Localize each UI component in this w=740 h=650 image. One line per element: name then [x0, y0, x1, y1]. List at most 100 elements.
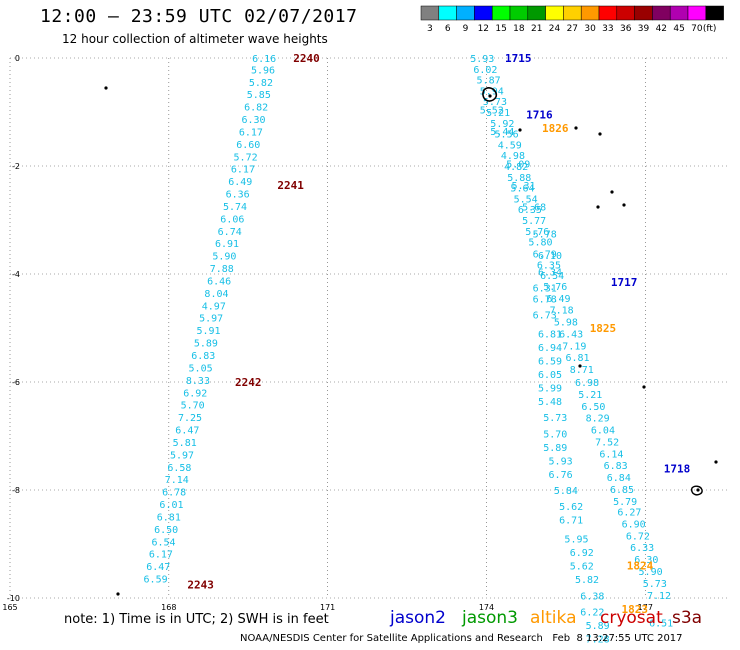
swh-point-cryosat-15: 6.91 — [215, 239, 239, 250]
swh-point-jason2-17: 5.80 — [528, 238, 552, 249]
swh-point-cryosat-7: 6.60 — [236, 140, 260, 151]
track-jason2: 5.936.025.875.945.735.215.925.564.594.98… — [470, 52, 690, 602]
swh-point-altika-18: 5.70 — [543, 429, 567, 440]
swh-point-cryosat-6: 6.17 — [239, 127, 263, 138]
swh-point-altika-4: 5.68 — [522, 203, 546, 214]
legend-unit: (ft) — [703, 24, 717, 34]
swh-point-cryosat-21: 5.97 — [199, 314, 223, 325]
swh-point-jason2-18: 6.79 — [533, 249, 557, 260]
swh-point-jason2-24: 5.98 — [554, 318, 578, 329]
y-tick-label-2: -4 — [12, 270, 20, 279]
swh-point-cryosat-8: 5.72 — [234, 152, 258, 163]
swh-point-cryosat-35: 6.78 — [162, 488, 186, 499]
swh-point-jason2-5: 5.21 — [486, 108, 510, 119]
legend-label-11: 36 — [620, 24, 632, 34]
swh-point-jason2-42: 6.72 — [626, 531, 650, 542]
swh-point-cryosat-25: 5.05 — [189, 363, 213, 374]
swh-point-cryosat-38: 6.50 — [154, 525, 178, 536]
swh-point-jason2-35: 6.14 — [599, 449, 623, 460]
grid — [9, 57, 730, 599]
legend-label-7: 24 — [549, 24, 561, 34]
swh-point-jason2-0: 5.93 — [470, 54, 494, 65]
legend-label-6: 21 — [531, 24, 542, 34]
island-mark-0 — [104, 86, 108, 90]
y-tick-label-4: -8 — [12, 486, 20, 495]
swh-point-cryosat-28: 5.70 — [181, 401, 205, 412]
time-label-jason2-1: 1716 — [526, 109, 553, 122]
swh-point-cryosat-4: 6.82 — [244, 103, 268, 114]
swh-point-jason2-15: 5.77 — [522, 216, 546, 227]
swh-point-cryosat-42: 6.59 — [144, 575, 168, 586]
time-label-jason2-0: 1715 — [505, 52, 532, 65]
satellite-label-jason3: jason3 — [462, 608, 518, 628]
footer-credit: NOAA/NESDIS Center for Satellite Applica… — [240, 633, 683, 644]
swh-point-jason2-44: 6.30 — [634, 555, 658, 566]
swh-point-jason2-21: 5.76 — [543, 282, 567, 293]
time-label-altika-0: 1826 — [542, 122, 569, 135]
swh-point-cryosat-26: 8.33 — [186, 376, 210, 387]
swh-point-cryosat-22: 5.91 — [196, 326, 220, 337]
swh-point-cryosat-19: 8.04 — [204, 289, 228, 300]
swh-point-jason2-1: 6.02 — [473, 65, 497, 76]
swh-point-cryosat-11: 6.36 — [226, 190, 250, 201]
island-mark-6 — [596, 205, 600, 209]
satellite-label-cryosat: cryosat — [600, 608, 663, 628]
satellite-label-s3a: s3a — [672, 608, 703, 628]
island-mark-1 — [488, 94, 492, 98]
swh-point-jason2-40: 6.27 — [617, 508, 641, 519]
legend-label-1: 6 — [445, 24, 451, 34]
swh-point-cryosat-17: 7.88 — [210, 264, 234, 275]
swh-point-cryosat-31: 5.81 — [173, 438, 197, 449]
legend-label-2: 9 — [463, 24, 469, 34]
swh-point-altika-16: 5.48 — [538, 397, 562, 408]
swh-point-cryosat-5: 6.30 — [241, 115, 265, 126]
track-cryosat: 6.165.965.825.856.826.306.176.605.726.17… — [144, 52, 320, 592]
time-label-altika-3: 1823 — [621, 603, 648, 616]
x-tick-label-2: 171 — [320, 603, 335, 612]
swh-point-jason2-9: 4.98 — [501, 151, 525, 162]
swh-point-altika-12: 6.94 — [538, 343, 562, 354]
time-label-cryosat-3: 2243 — [187, 579, 214, 592]
swh-point-altika-7: 6.34 — [538, 267, 562, 278]
y-tick-label-0: 0 — [15, 54, 20, 63]
swh-point-cryosat-34: 7.14 — [165, 475, 189, 486]
swh-point-altika-27: 5.62 — [570, 562, 594, 573]
swh-point-altika-29: 6.38 — [580, 591, 604, 602]
swh-point-altika-5: 5.78 — [533, 230, 557, 241]
swh-point-jason2-20: 6.54 — [540, 271, 564, 282]
swh-point-jason2-11: 5.88 — [507, 173, 531, 184]
island-outline-0 — [482, 87, 498, 102]
swh-point-cryosat-40: 6.17 — [149, 550, 173, 561]
swh-point-jason2-32: 8.29 — [586, 414, 610, 425]
swh-point-jason2-30: 5.21 — [578, 390, 602, 401]
swh-point-jason2-6: 5.92 — [490, 119, 514, 130]
chart-title: 12:00 – 23:59 UTC 02/07/2017 — [40, 6, 358, 27]
time-label-cryosat-2: 2242 — [235, 376, 262, 389]
swh-point-cryosat-33: 6.58 — [167, 463, 191, 474]
swh-point-altika-1: 5.44 — [490, 127, 514, 138]
swh-point-cryosat-0: 6.16 — [252, 54, 276, 65]
swh-point-jason2-46: 5.73 — [643, 579, 667, 590]
swh-point-jason2-25: 6.43 — [559, 329, 583, 340]
legend-label-12: 39 — [638, 24, 650, 34]
swh-point-jason2-43: 6.33 — [630, 543, 654, 554]
swh-point-altika-9: 6.78 — [533, 294, 557, 305]
time-label-jason2-2: 1717 — [611, 276, 638, 289]
swh-point-jason2-16: 5.76 — [525, 227, 549, 238]
swh-point-cryosat-30: 6.47 — [175, 426, 199, 437]
island-marks — [104, 86, 718, 596]
swh-point-jason2-38: 6.85 — [610, 485, 634, 496]
swh-point-altika-19: 5.89 — [543, 443, 567, 454]
swh-point-jason2-10: 4.82 — [504, 162, 528, 173]
y-tick-label-1: -2 — [12, 162, 20, 171]
legend-label-13: 42 — [656, 24, 667, 34]
swh-point-jason2-26: 7.19 — [562, 341, 586, 352]
legend-label-5: 18 — [513, 24, 525, 34]
swh-point-jason2-4: 5.73 — [483, 97, 507, 108]
island-mark-11 — [696, 488, 700, 492]
swh-point-jason2-12: 5.64 — [510, 184, 534, 195]
y-tick-label-3: -6 — [12, 378, 20, 387]
island-mark-10 — [714, 460, 718, 464]
swh-point-jason2-8: 4.59 — [498, 140, 522, 151]
swh-point-jason2-13: 5.54 — [514, 194, 538, 205]
